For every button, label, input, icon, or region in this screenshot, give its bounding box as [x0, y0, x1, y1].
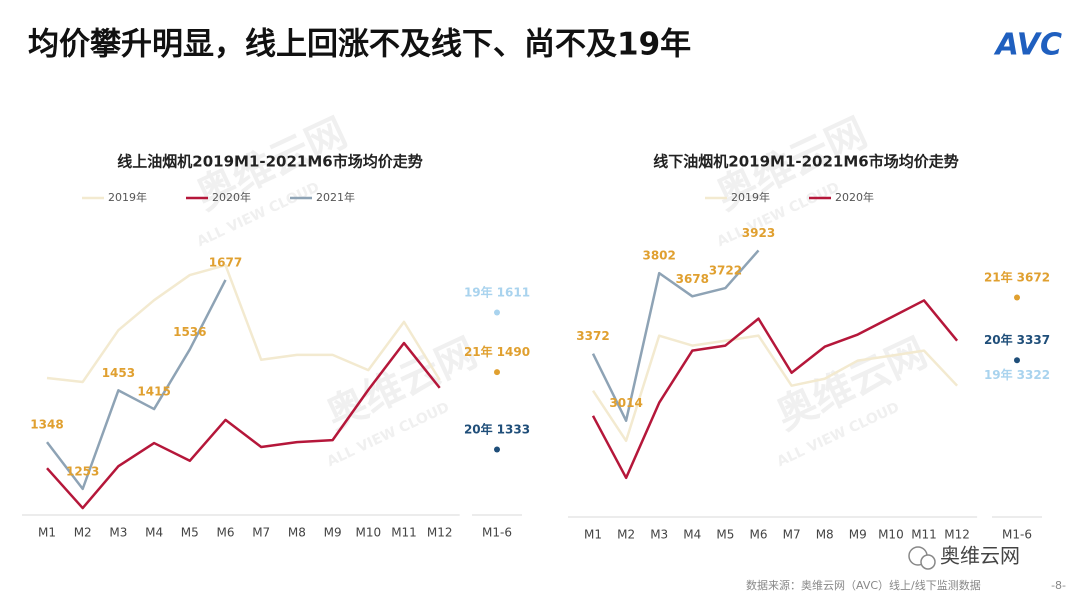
summary-year: 19年 — [464, 284, 493, 299]
data-label: 1348 — [30, 418, 63, 432]
page-number: -8- — [1051, 579, 1066, 592]
slide-title: 均价攀升明显，线上回涨不及线下、尚不及19年 — [28, 27, 691, 63]
summary-label: 20年 1333 — [464, 421, 530, 436]
x-tick-label: M6 — [217, 526, 235, 540]
summary-dot — [494, 369, 500, 376]
summary-label: 19年 1611 — [464, 284, 530, 299]
summary-label: 19年 3322 — [984, 367, 1050, 382]
data-label: 3014 — [609, 396, 642, 410]
summary-value: 3322 — [1017, 368, 1050, 382]
summary-dot — [1014, 294, 1020, 301]
x-tick-label: M6 — [750, 528, 768, 542]
legend-label: 2020年 — [212, 190, 251, 204]
x-tick-label: M9 — [324, 526, 342, 540]
x-tick-label: M5 — [716, 528, 734, 542]
summary-year: 21年 — [464, 344, 493, 359]
summary-value: 1490 — [497, 345, 530, 359]
source-note: 数据来源：奥维云网（AVC）线上/线下监测数据 — [746, 578, 981, 592]
x-tick-label: M10 — [355, 526, 381, 540]
x-tick-label: M7 — [783, 528, 801, 542]
series-line — [591, 249, 760, 422]
x-tick-label: M1 — [584, 528, 602, 542]
summary-value: 1333 — [497, 422, 530, 436]
x-tick-label: M4 — [683, 528, 701, 542]
x-tick-label: M7 — [252, 526, 270, 540]
x-tick-label: M11 — [911, 528, 937, 542]
chart-title: 线上油烟机2019M1-2021M6市场均价走势 — [117, 153, 422, 171]
logo: AVC — [994, 28, 1062, 63]
series-line — [46, 279, 227, 491]
x-tick-label: M3 — [650, 528, 668, 542]
summary-dot — [494, 309, 500, 316]
legend-label: 2020年 — [835, 190, 874, 204]
x-tick-label: M12 — [427, 526, 453, 540]
data-label: 3802 — [642, 249, 675, 263]
x-tick-label: M2 — [617, 528, 635, 542]
summary-year: 19年 — [984, 367, 1013, 382]
series-line — [46, 341, 441, 510]
summary-dot — [494, 446, 500, 453]
legend-label: 2019年 — [108, 190, 147, 204]
data-label: 3722 — [709, 264, 742, 278]
data-label: 3923 — [742, 226, 775, 240]
summary-year: 20年 — [464, 421, 493, 436]
x-tick-label: M9 — [849, 528, 867, 542]
series-line — [591, 334, 959, 443]
summary-year: 20年 — [984, 332, 1013, 347]
data-label: 1536 — [173, 325, 206, 339]
data-label: 1415 — [137, 385, 170, 399]
x-tick-label: M12 — [944, 528, 970, 542]
wechat-name: 奥维云网 — [940, 544, 1020, 568]
data-label: 3678 — [676, 272, 709, 286]
legend-label: 2019年 — [731, 190, 770, 204]
summary-year: 21年 — [984, 269, 1013, 284]
series-line — [46, 263, 441, 384]
series-line — [591, 299, 959, 480]
x-tick-label: M8 — [816, 528, 834, 542]
data-label: 1453 — [102, 366, 135, 380]
summary-value: 3672 — [1017, 270, 1050, 284]
x-tick-label: M3 — [109, 526, 127, 540]
summary-dot — [1014, 357, 1020, 364]
legend-label: 2021年 — [316, 190, 355, 204]
summary-label: 21年 3672 — [984, 269, 1050, 284]
wechat-badge: 奥维云网 — [908, 544, 1020, 570]
x-tick-label: M1-6 — [1002, 528, 1032, 542]
x-tick-label: M8 — [288, 526, 306, 540]
summary-value: 1611 — [497, 285, 530, 299]
x-tick-label: M5 — [181, 526, 199, 540]
data-label: 1677 — [209, 255, 242, 269]
summary-label: 21年 1490 — [464, 344, 530, 359]
summary-value: 3337 — [1017, 333, 1050, 347]
x-tick-label: M4 — [145, 526, 163, 540]
x-tick-label: M2 — [74, 526, 92, 540]
x-tick-label: M10 — [878, 528, 904, 542]
chart-title: 线下油烟机2019M1-2021M6市场均价走势 — [653, 153, 958, 171]
data-label: 3372 — [576, 329, 609, 343]
summary-label: 20年 3337 — [984, 332, 1050, 347]
data-label: 1253 — [66, 464, 99, 478]
x-tick-label: M11 — [391, 526, 417, 540]
wechat-icon — [920, 554, 936, 570]
x-tick-label: M1-6 — [482, 526, 512, 540]
x-tick-label: M1 — [38, 526, 56, 540]
